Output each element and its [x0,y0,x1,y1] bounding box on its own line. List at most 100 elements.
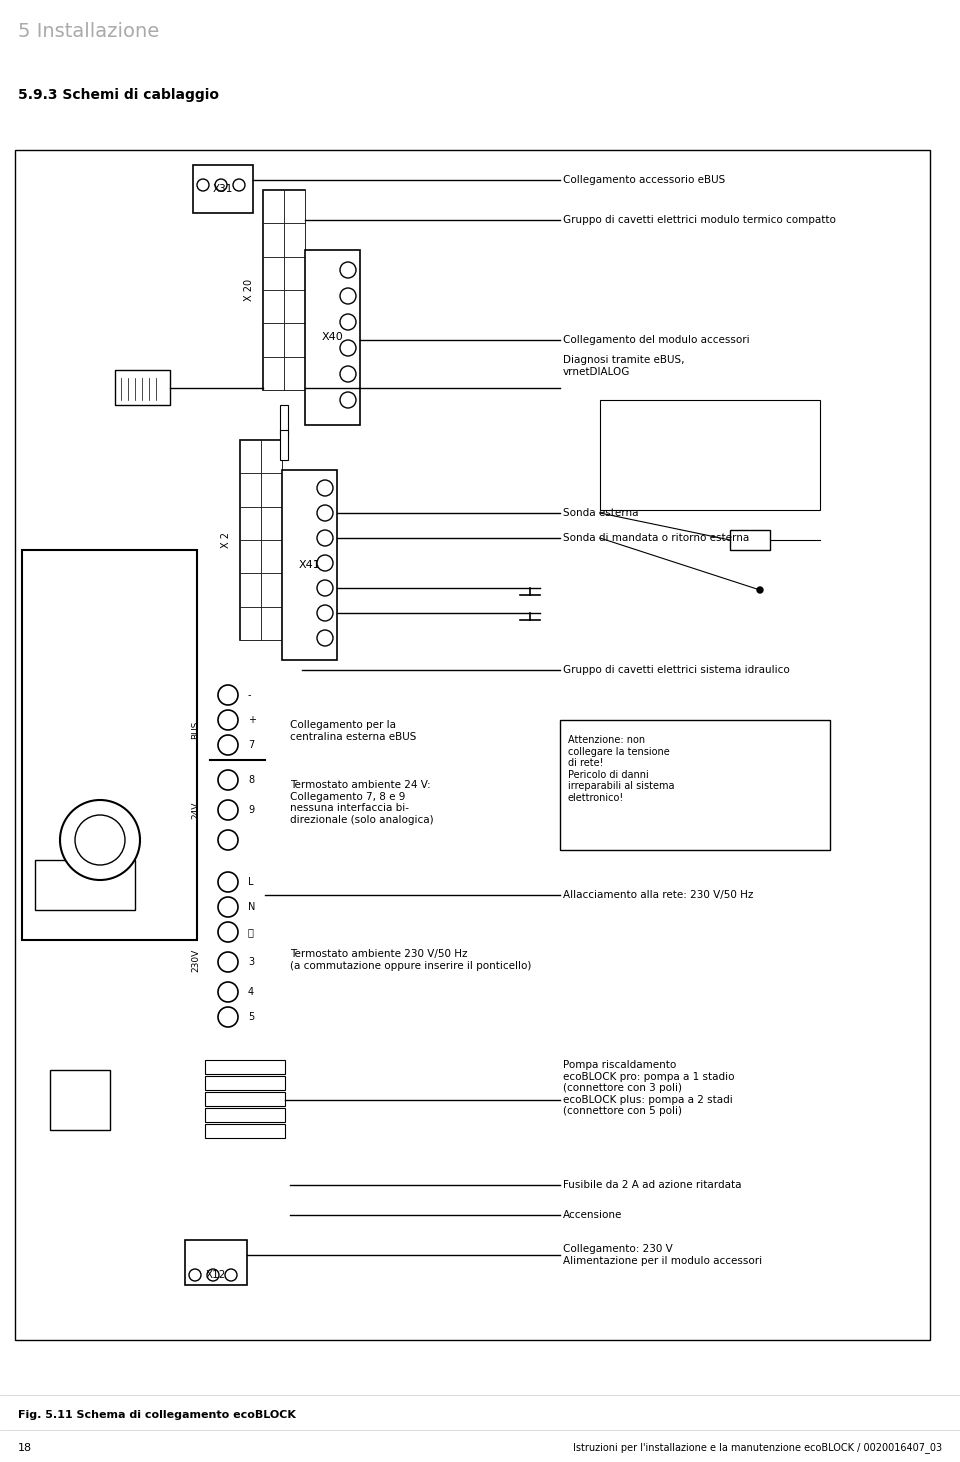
Bar [280,405,288,436]
Bar [205,1076,285,1091]
Text: X40: X40 [322,332,344,342]
Text: 5 Installazione: 5 Installazione [18,22,159,41]
Circle shape [340,341,356,357]
Circle shape [218,770,238,789]
Circle shape [233,178,245,192]
Circle shape [317,504,333,520]
Bar [115,370,170,405]
Bar [284,357,305,390]
Circle shape [340,314,356,330]
Text: Istruzioni per l'installazione e la manutenzione ecoBLOCK / 0020016407_03: Istruzioni per l'installazione e la manu… [573,1443,942,1453]
Circle shape [340,262,356,278]
Circle shape [218,1007,238,1026]
Text: Diagnosi tramite eBUS,
vrnetDIALOG: Diagnosi tramite eBUS, vrnetDIALOG [563,355,684,377]
Bar [263,257,284,289]
Circle shape [218,982,238,1001]
Bar [560,719,830,849]
Circle shape [218,923,238,942]
Bar [261,440,282,474]
Circle shape [197,178,209,192]
Text: 24V: 24V [191,801,201,819]
Text: Accensione: Accensione [563,1211,622,1219]
Bar [263,289,284,323]
Bar [280,430,288,461]
Circle shape [317,580,333,596]
Circle shape [317,531,333,545]
Text: +: + [248,715,256,725]
Text: 3: 3 [248,958,254,966]
Bar [263,190,305,390]
Bar [261,539,282,573]
Bar [261,507,282,539]
Circle shape [317,480,333,496]
Bar [205,1092,285,1105]
Bar [282,469,337,659]
Text: 8: 8 [248,775,254,785]
Text: Collegamento per la
centralina esterna eBUS: Collegamento per la centralina esterna e… [290,719,417,741]
Text: Fig. 5.11 Schema di collegamento ecoBLOCK: Fig. 5.11 Schema di collegamento ecoBLOC… [18,1409,296,1420]
Text: X12: X12 [205,1269,227,1279]
Bar [261,573,282,607]
Text: Sonda di mandata o ritorno esterna: Sonda di mandata o ritorno esterna [563,534,749,542]
Bar [15,151,930,1341]
Text: BUS: BUS [191,721,201,740]
Bar [22,550,197,940]
Circle shape [340,392,356,408]
Text: 7: 7 [248,740,254,750]
Circle shape [218,830,238,849]
Text: X 2: X 2 [221,532,231,548]
Bar [193,165,253,213]
Bar [284,289,305,323]
Circle shape [218,735,238,754]
Bar [263,224,284,257]
Bar [284,224,305,257]
Bar [35,860,135,909]
Circle shape [340,288,356,304]
Text: Termostato ambiente 230 V/50 Hz
(a commutazione oppure inserire il ponticello): Termostato ambiente 230 V/50 Hz (a commu… [290,949,532,971]
Bar [261,607,282,640]
Text: X41: X41 [299,560,321,570]
Circle shape [60,800,140,880]
Bar [240,474,261,507]
Circle shape [218,686,238,705]
Circle shape [218,952,238,972]
Text: 5: 5 [248,1012,254,1022]
Bar [205,1108,285,1121]
Circle shape [189,1269,201,1281]
Text: Collegamento: 230 V
Alimentazione per il modulo accessori: Collegamento: 230 V Alimentazione per il… [563,1244,762,1266]
Circle shape [207,1269,219,1281]
Bar [240,507,261,539]
Text: Fusibile da 2 A ad azione ritardata: Fusibile da 2 A ad azione ritardata [563,1180,741,1190]
Text: Collegamento accessorio eBUS: Collegamento accessorio eBUS [563,175,725,186]
Bar [263,323,284,357]
Circle shape [215,178,227,192]
Bar [284,190,305,224]
Bar [205,1124,285,1137]
Bar [205,1060,285,1075]
Circle shape [317,630,333,646]
Bar [600,401,820,510]
Bar [263,190,284,224]
Text: Termostato ambiente 24 V:
Collegamento 7, 8 e 9
nessuna interfaccia bi-
direzion: Termostato ambiente 24 V: Collegamento 7… [290,781,434,825]
Text: Attenzione: non
collegare la tensione
di rete!
Pericolo di danni
irreparabili al: Attenzione: non collegare la tensione di… [568,735,675,803]
Text: L: L [248,877,253,887]
Circle shape [218,871,238,892]
Text: Gruppo di cavetti elettrici sistema idraulico: Gruppo di cavetti elettrici sistema idra… [563,665,790,675]
Text: 230V: 230V [191,949,201,972]
Text: Collegamento del modulo accessori: Collegamento del modulo accessori [563,335,750,345]
Text: X 20: X 20 [244,279,254,301]
Bar [284,257,305,289]
Circle shape [340,366,356,382]
Text: ⏚: ⏚ [248,927,253,937]
Circle shape [317,556,333,572]
Circle shape [317,605,333,621]
Text: Gruppo di cavetti elettrici modulo termico compatto: Gruppo di cavetti elettrici modulo termi… [563,215,836,225]
Bar [305,250,360,425]
Text: 5.9.3 Schemi di cablaggio: 5.9.3 Schemi di cablaggio [18,88,219,102]
Circle shape [218,800,238,820]
Text: 18: 18 [18,1443,32,1453]
Bar [50,1070,110,1130]
Circle shape [218,898,238,917]
Bar [240,539,261,573]
Text: 9: 9 [248,806,254,814]
